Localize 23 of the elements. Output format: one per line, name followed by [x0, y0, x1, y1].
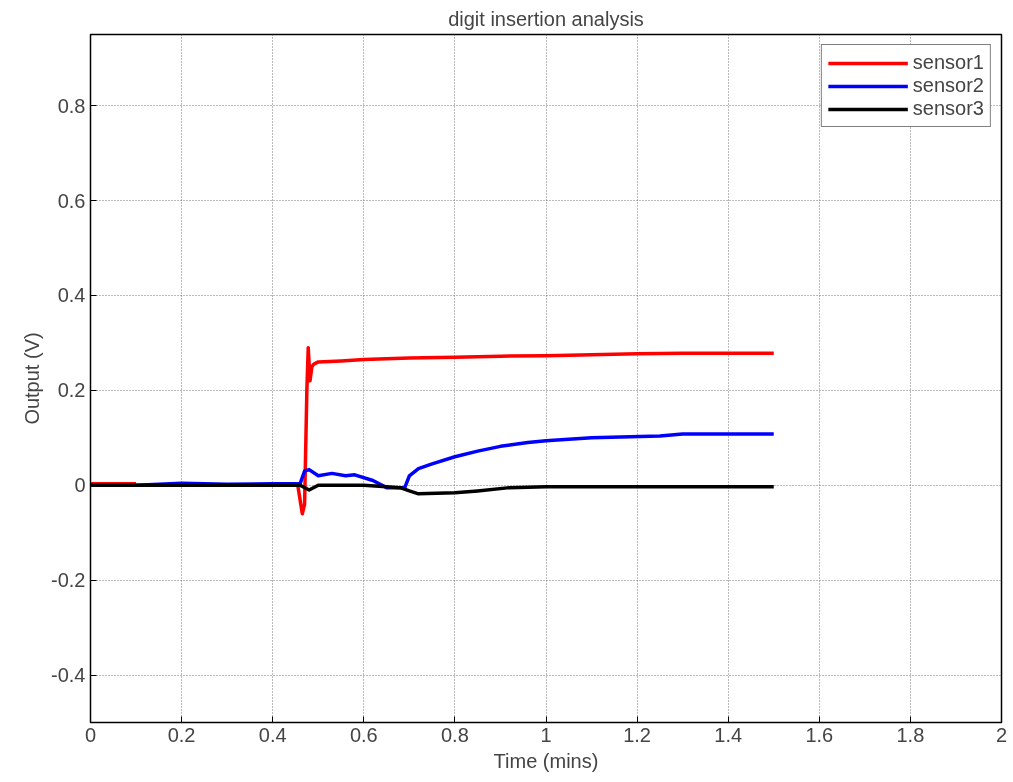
x-tick-label: 1.4: [714, 723, 743, 746]
x-tick-label: 2: [995, 723, 1008, 746]
y-axis-title: Output (V): [21, 332, 44, 425]
y-tick-label: 0.2: [57, 379, 86, 402]
legend-label: sensor1: [912, 51, 984, 74]
y-tick-label: -0.4: [51, 664, 86, 687]
y-tick-label: 0.6: [57, 189, 86, 212]
x-tick-label: 0.8: [441, 723, 469, 746]
chart-title: digit insertion analysis: [448, 7, 644, 30]
y-tick-label: 0.4: [57, 284, 86, 307]
x-tick-label: 0.6: [349, 723, 378, 746]
y-tick-label: -0.2: [51, 569, 86, 592]
x-tick-label: 1: [540, 723, 552, 746]
x-axis-title: Time (mins): [493, 749, 599, 772]
y-tick-label: 0: [74, 474, 86, 497]
x-tick-label: 1.8: [896, 723, 925, 746]
x-tick-label: 0.4: [258, 723, 287, 746]
legend-label: sensor2: [912, 74, 984, 97]
legend-label: sensor3: [912, 97, 984, 120]
x-tick-label: 1.6: [805, 723, 834, 746]
y-tick-label: 0.8: [57, 94, 86, 117]
x-tick-label: 1.2: [623, 723, 652, 746]
x-tick-label: 0.2: [167, 723, 196, 746]
